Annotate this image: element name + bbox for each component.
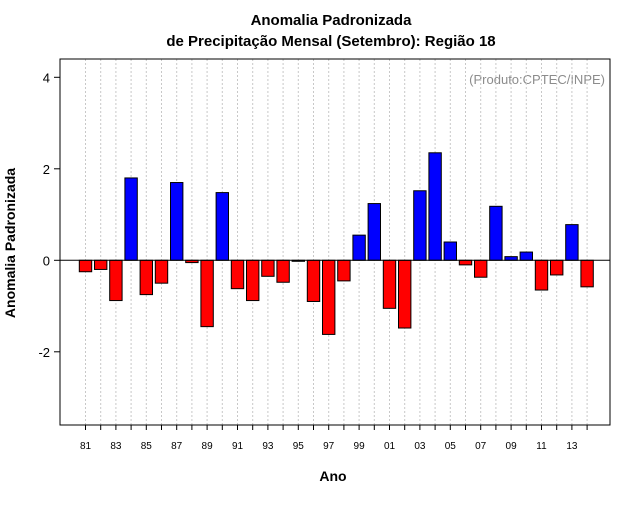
bar-98: [337, 259, 351, 282]
bar-96: [306, 259, 321, 302]
x-tick-label: 87: [171, 441, 183, 452]
bar-85: [139, 259, 154, 296]
x-tick-label: 95: [293, 441, 305, 452]
bar-12: [550, 259, 564, 276]
bar-99: [352, 234, 366, 261]
x-tick-label: 05: [445, 441, 457, 452]
bar-10: [519, 251, 533, 261]
grid-lines: [85, 59, 588, 425]
axes: -2 0 2 4 81 83 85 87 89 91 93 95 97 99 01 03 05 07 09 11 13: [38, 58, 611, 452]
credit-label: (Produto:CPTEC/INPE): [469, 72, 605, 87]
x-tick-label: 11: [536, 441, 547, 452]
x-axis-title: Ano: [319, 468, 346, 484]
bar-09: [504, 256, 518, 261]
x-tick-label: 81: [80, 441, 92, 452]
y-tick-label: 2: [43, 162, 50, 177]
bar-06: [458, 259, 473, 266]
bar-82: [94, 259, 108, 270]
x-tick-label: 91: [232, 441, 244, 452]
x-tick-label: 13: [566, 441, 578, 452]
x-tick-label: 83: [110, 441, 122, 452]
bar-89: [200, 259, 214, 328]
bar-13: [565, 224, 579, 261]
x-tick-label: 89: [202, 441, 214, 452]
bar-02: [398, 259, 412, 329]
bar-14: [580, 259, 594, 288]
bar-01: [382, 259, 397, 309]
bar-81: [78, 259, 93, 273]
bar-83: [109, 259, 123, 302]
plot-frame: [59, 58, 611, 426]
bar-86: [154, 259, 169, 284]
bar-11: [534, 259, 549, 291]
y-axis-title: Anomalia Padronizada: [2, 168, 18, 318]
x-tick-label: 99: [354, 441, 366, 452]
y-tick-label: 0: [43, 253, 50, 268]
bar-08: [489, 205, 503, 261]
bar-90: [215, 192, 230, 261]
bar-04: [428, 152, 442, 261]
bar-05: [443, 241, 458, 261]
chart-subtitle: de Precipitação Mensal (Setembro): Regiã…: [166, 33, 495, 50]
chart-title: Anomalia Padronizada: [251, 12, 413, 29]
bar-07: [474, 259, 488, 278]
x-tick-label: 97: [323, 441, 335, 452]
x-tick-label: 93: [262, 441, 274, 452]
bar-84: [124, 177, 138, 261]
bar-00: [367, 203, 382, 261]
bar-87: [170, 182, 184, 261]
bar-03: [413, 190, 427, 261]
bars: [78, 152, 594, 335]
x-tick-label: 01: [384, 441, 396, 452]
y-tick-label: -2: [38, 345, 50, 360]
bar-92: [246, 259, 260, 302]
x-tick-label: 03: [414, 441, 426, 452]
bar-97: [322, 259, 336, 335]
bar-91: [230, 259, 245, 290]
x-tick-label: 85: [141, 441, 153, 452]
bar-93: [261, 259, 275, 277]
y-tick-label: 4: [43, 70, 50, 85]
x-tick-label: 07: [475, 441, 487, 452]
bar-94: [276, 259, 290, 283]
x-tick-label: 09: [506, 441, 518, 452]
